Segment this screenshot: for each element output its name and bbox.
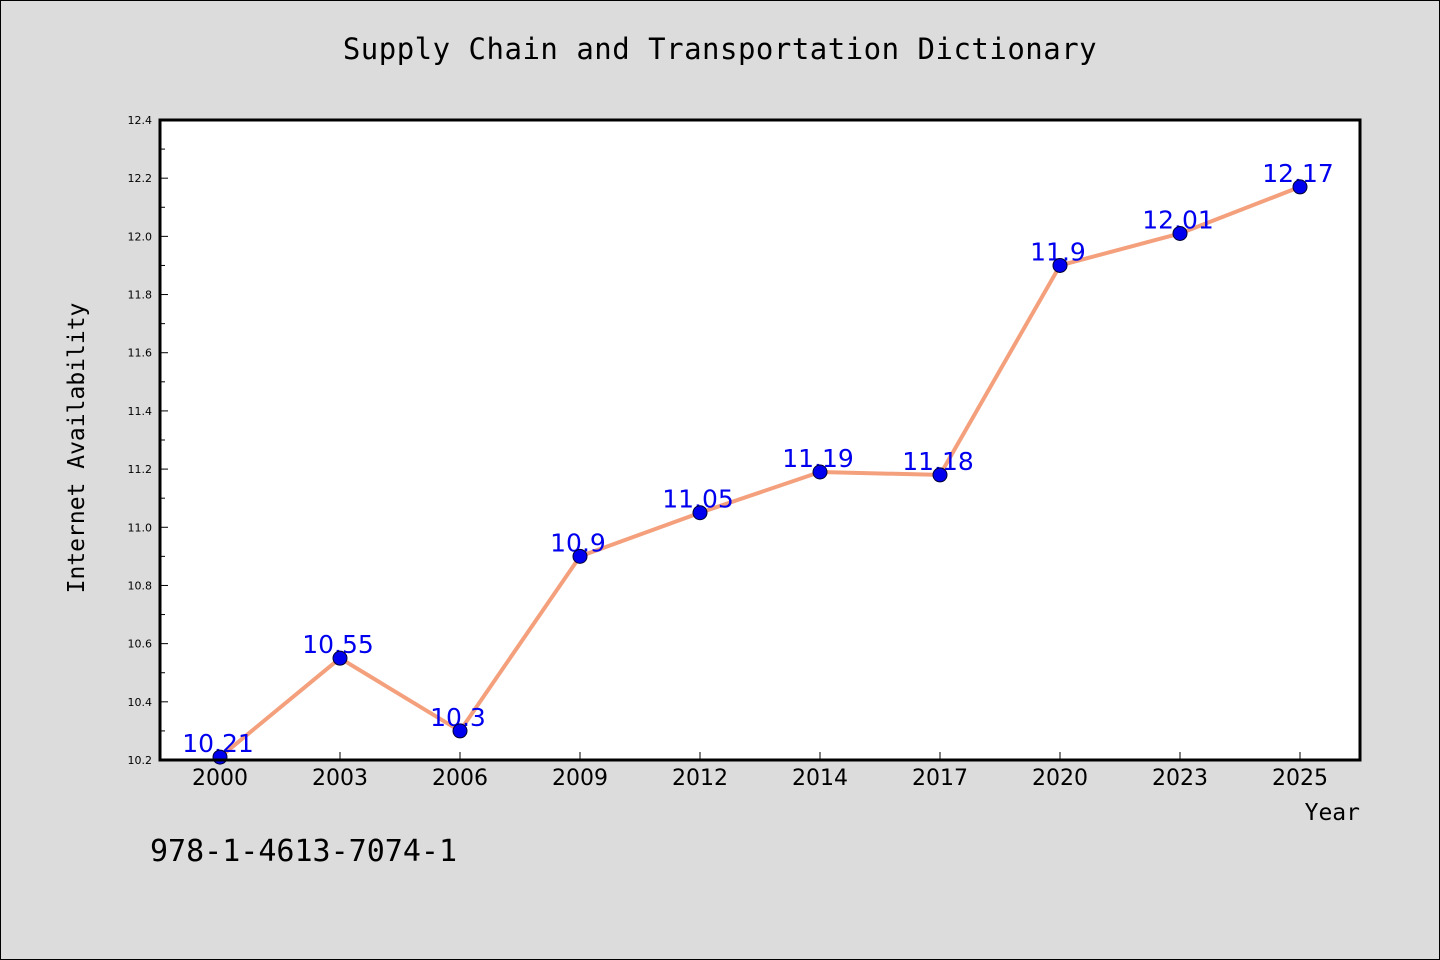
data-point bbox=[572, 548, 588, 564]
data-point bbox=[1292, 179, 1308, 195]
data-point bbox=[452, 723, 468, 739]
data-point bbox=[1052, 257, 1068, 273]
y-tick-label: 11.4 bbox=[128, 405, 153, 418]
x-tick-label: 2014 bbox=[792, 766, 848, 791]
y-axis-label: Internet Availability bbox=[64, 303, 90, 594]
y-tick-label: 10.8 bbox=[128, 579, 153, 592]
x-tick-label: 2006 bbox=[432, 766, 488, 791]
x-tick-label: 2009 bbox=[552, 766, 608, 791]
y-tick-label: 11.0 bbox=[128, 521, 153, 534]
y-tick-label: 11.2 bbox=[128, 463, 153, 476]
y-tick-label: 12.2 bbox=[128, 172, 153, 185]
plot-area bbox=[160, 120, 1360, 760]
data-point bbox=[932, 467, 948, 483]
y-tick-label: 11.8 bbox=[128, 289, 153, 302]
x-tick-label: 2020 bbox=[1032, 766, 1088, 791]
y-tick-label: 12.0 bbox=[128, 230, 153, 243]
data-point bbox=[332, 650, 348, 666]
data-point bbox=[1172, 225, 1188, 241]
y-tick-label: 10.6 bbox=[128, 638, 153, 651]
x-tick-label: 2003 bbox=[312, 766, 368, 791]
x-tick-label: 2017 bbox=[912, 766, 968, 791]
data-point bbox=[212, 749, 228, 765]
y-tick-label: 12.4 bbox=[128, 114, 153, 127]
x-tick-label: 2023 bbox=[1152, 766, 1208, 791]
y-tick-label: 10.4 bbox=[128, 696, 153, 709]
y-tick-label: 11.6 bbox=[128, 347, 153, 360]
data-point bbox=[692, 505, 708, 521]
chart-title: Supply Chain and Transportation Dictiona… bbox=[342, 32, 1098, 66]
isbn-text: 978-1-4613-7074-1 bbox=[150, 834, 458, 869]
x-tick-label: 2025 bbox=[1272, 766, 1328, 791]
y-tick-label: 10.2 bbox=[128, 754, 153, 767]
x-tick-label: 2012 bbox=[672, 766, 728, 791]
data-point bbox=[812, 464, 828, 480]
x-tick-label: 2000 bbox=[192, 766, 248, 791]
series-line bbox=[218, 184, 1302, 760]
x-axis-label: Year bbox=[1305, 800, 1360, 826]
plot-frame bbox=[158, 118, 1362, 762]
